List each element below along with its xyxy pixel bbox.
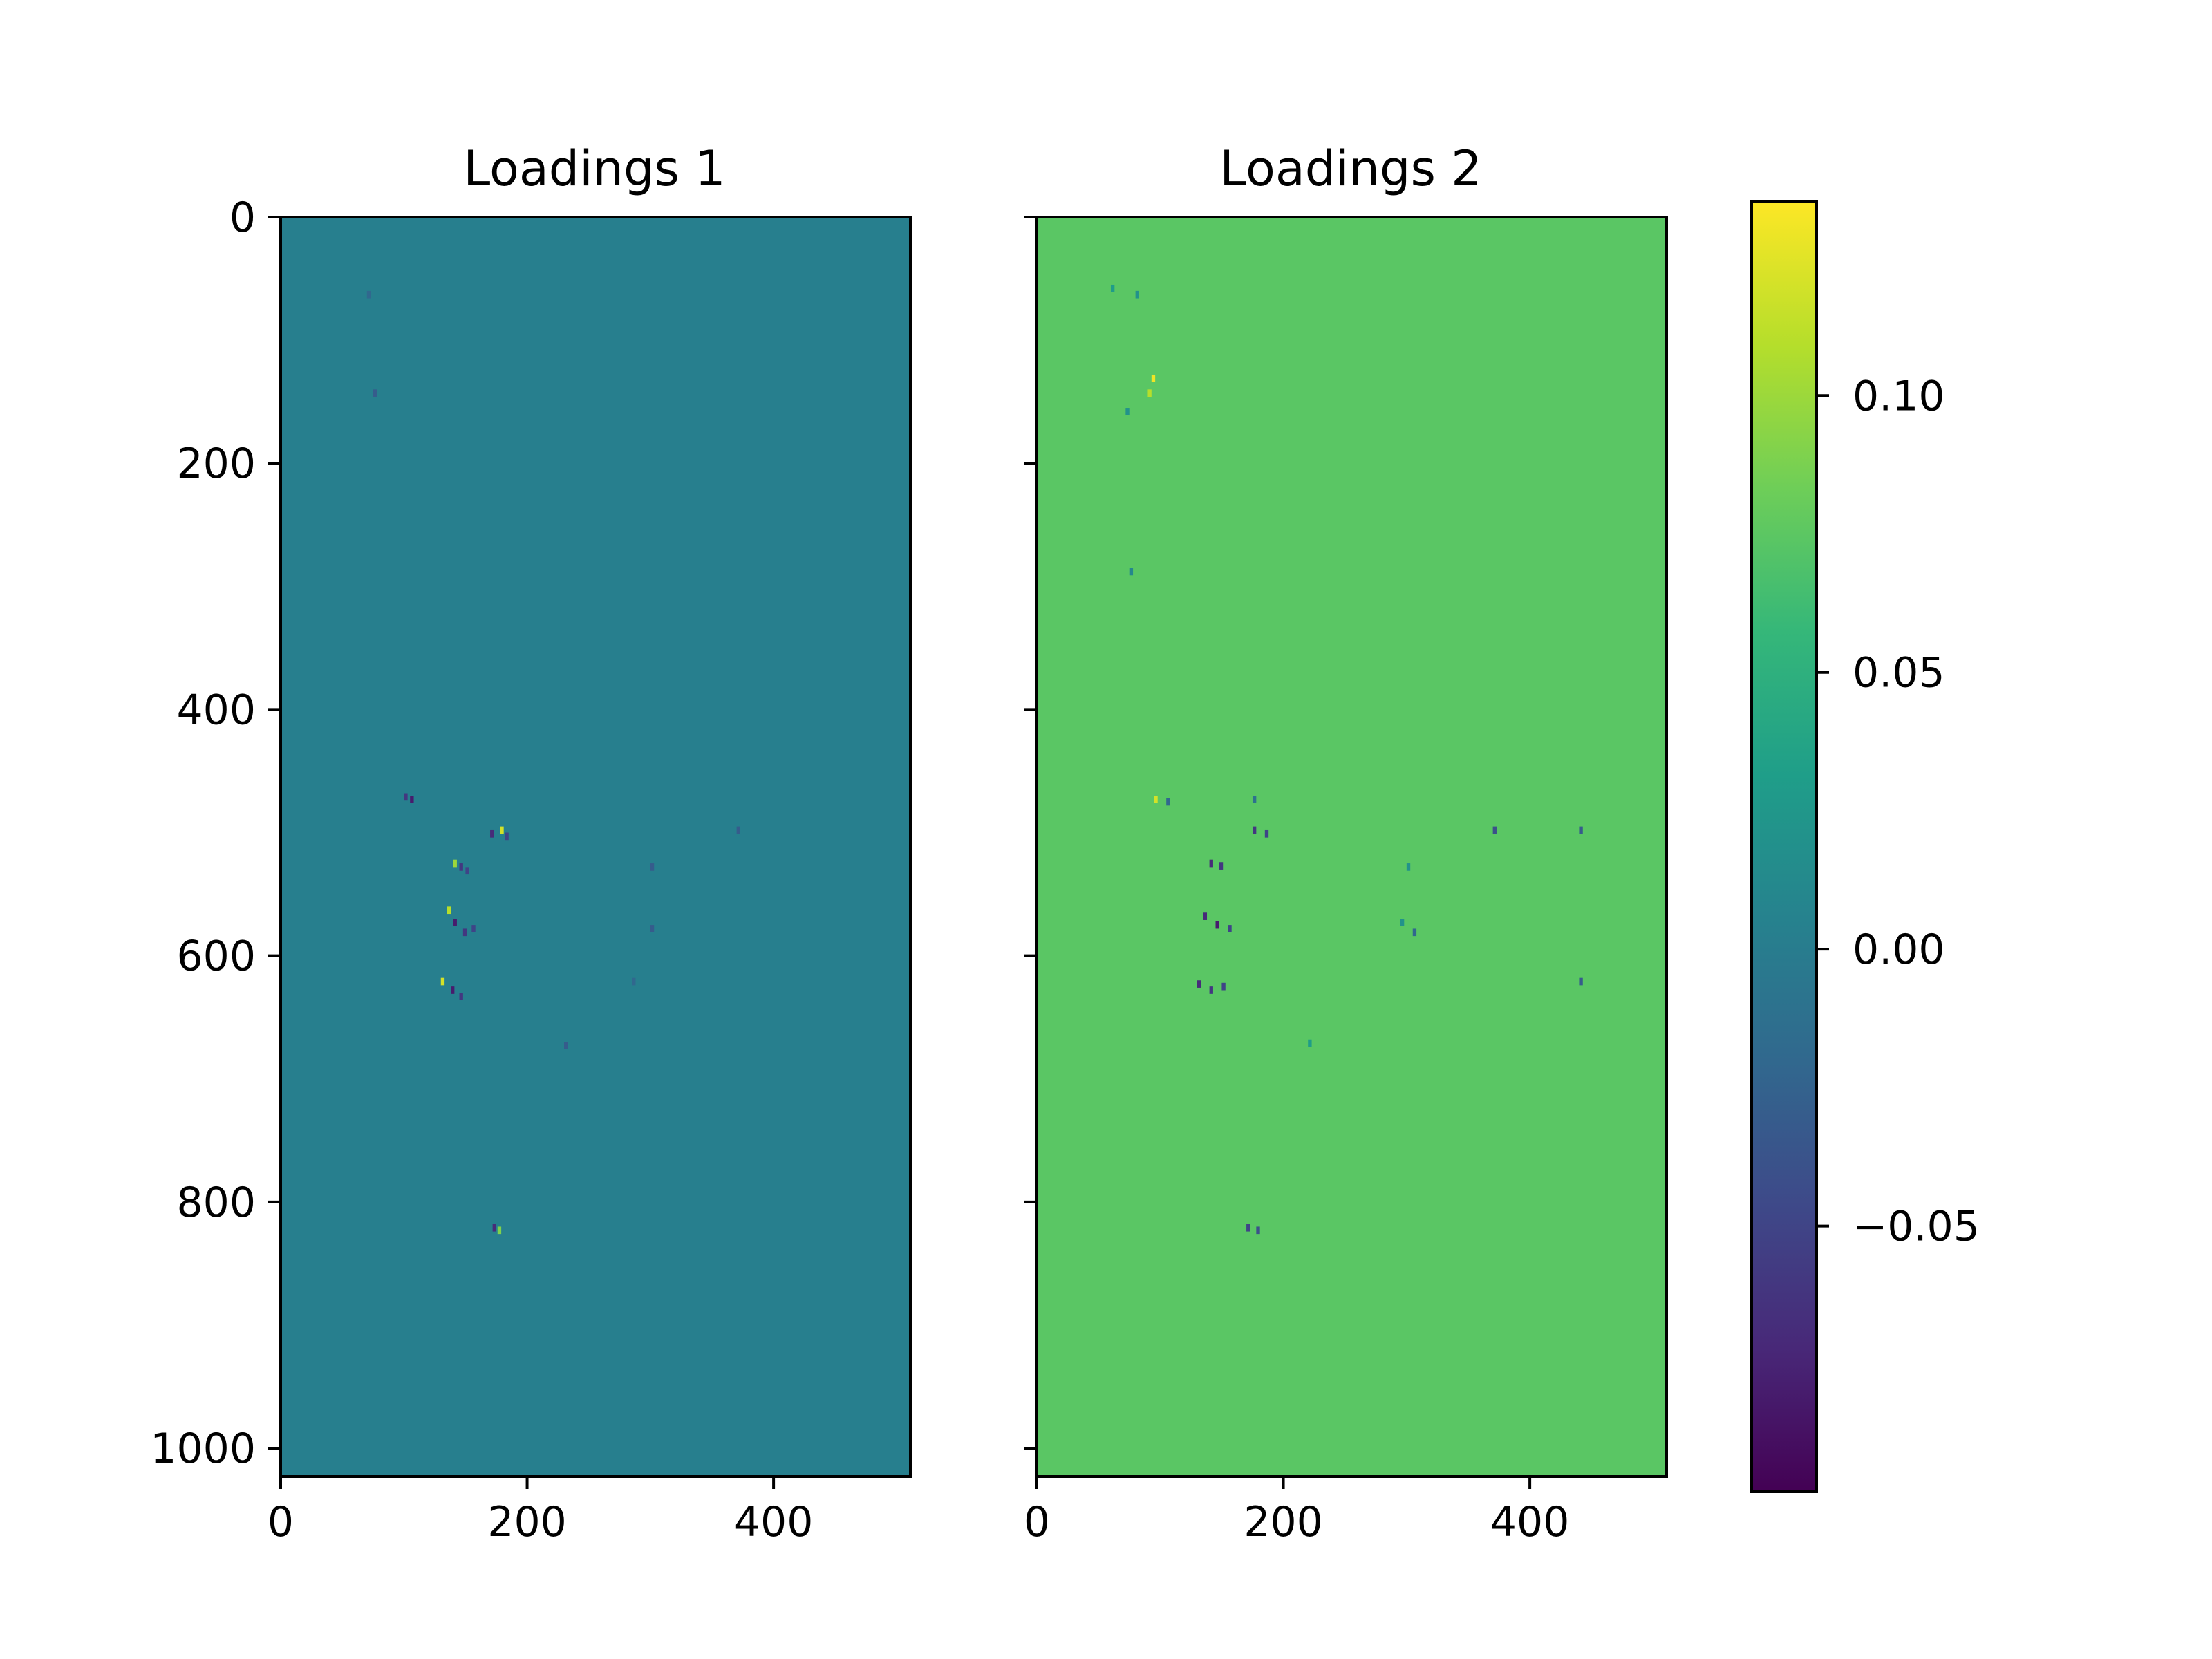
x-axis: 0 200 400 xyxy=(268,1477,813,1546)
heatmap-cell xyxy=(1209,986,1213,994)
heatmap-cell xyxy=(1125,408,1130,415)
heatmap-cell xyxy=(1246,1224,1250,1232)
heatmap-cell xyxy=(1221,982,1226,991)
heatmap-cell xyxy=(1492,826,1497,834)
heatmap-cell xyxy=(1400,919,1405,926)
y-tick-label: 200 xyxy=(176,440,256,488)
heatmap-cell xyxy=(490,830,494,838)
heatmap-cell xyxy=(451,986,455,994)
x-tick-label: 0 xyxy=(1024,1498,1050,1546)
axes-frame xyxy=(279,216,912,1478)
heatmap-cell xyxy=(736,826,740,834)
heatmap-cell xyxy=(453,859,457,868)
heatmap-cell xyxy=(1256,1226,1260,1235)
heatmap-panel-loadings-1: Loadings 1 0 200 400 0 200 400 600 800 1000 xyxy=(150,140,912,1546)
colorbar-tick-label: −0.05 xyxy=(1853,1203,1980,1251)
x-tick-label: 200 xyxy=(487,1498,567,1546)
heatmap-cell xyxy=(1228,925,1232,932)
heatmap-cell xyxy=(404,793,408,801)
heatmap-cell xyxy=(373,389,377,397)
heatmap-cell xyxy=(1203,912,1208,920)
heatmap-panel-loadings-2: Loadings 2 0 200 400 xyxy=(1024,140,1668,1546)
heatmap-cell xyxy=(492,1224,496,1232)
heatmap-cell xyxy=(465,867,469,875)
heatmap-cell xyxy=(459,993,463,1000)
heatmap-cell xyxy=(1151,374,1156,382)
heatmap-cell xyxy=(1412,928,1417,937)
heatmap-cell xyxy=(500,826,504,834)
heatmap-cell xyxy=(459,863,463,871)
heatmap-cell xyxy=(1219,862,1224,870)
colorbar-tick-label: 0.00 xyxy=(1853,926,1945,974)
colorbar-gradient xyxy=(1752,202,1817,1492)
heatmap-cell xyxy=(1308,1039,1312,1047)
heatmap-cell xyxy=(1579,826,1583,834)
heatmap-cell xyxy=(505,832,509,841)
heatmap-cell xyxy=(1264,830,1269,838)
heatmap-cell xyxy=(1135,290,1139,299)
heatmap-cell xyxy=(366,290,371,299)
colorbar-tick-label: 0.10 xyxy=(1853,372,1945,420)
heatmap-cell xyxy=(410,796,414,803)
heatmap-cell xyxy=(497,1226,502,1235)
heatmap-cell xyxy=(650,925,655,932)
heatmap-cell xyxy=(1579,977,1583,986)
colorbar-tick-label: 0.05 xyxy=(1853,649,1945,697)
y-tick-label: 400 xyxy=(176,686,256,734)
axes-frame xyxy=(1035,216,1668,1478)
x-tick-label: 0 xyxy=(268,1498,294,1546)
heatmap-cell xyxy=(1166,798,1170,806)
heatmap-cell xyxy=(1215,921,1219,929)
y-tick-label: 0 xyxy=(229,194,256,242)
heatmap-cell xyxy=(1406,863,1411,871)
heatmap-cell xyxy=(1147,389,1152,397)
heatmap-cell xyxy=(1252,796,1257,803)
x-tick-label: 200 xyxy=(1244,1498,1323,1546)
colorbar-frame xyxy=(1750,200,1818,1493)
heatmap-cell xyxy=(1154,796,1158,803)
y-axis xyxy=(1024,216,1037,1450)
heatmap-background xyxy=(281,217,910,1477)
y-axis: 0 200 400 600 800 1000 xyxy=(150,194,281,1473)
heatmap-cell xyxy=(650,863,655,871)
y-tick-label: 800 xyxy=(176,1179,256,1227)
heatmap-cell xyxy=(447,906,451,915)
panel-title-loadings-1: Loadings 1 xyxy=(463,140,725,197)
x-tick-label: 400 xyxy=(734,1498,814,1546)
heatmap-cell xyxy=(462,928,467,937)
y-tick-label: 1000 xyxy=(150,1425,256,1473)
panel-title-loadings-2: Loadings 2 xyxy=(1219,140,1481,197)
x-tick-label: 400 xyxy=(1490,1498,1570,1546)
colorbar: 0.10 0.05 0.00 −0.05 xyxy=(1750,200,1980,1493)
heatmap-features xyxy=(366,290,740,1235)
heatmap-cell xyxy=(453,919,457,926)
heatmap-cell xyxy=(440,977,445,986)
heatmap-cell xyxy=(632,977,636,986)
heatmap-features xyxy=(1110,284,1583,1235)
heatmap-cell xyxy=(1197,980,1201,988)
colorbar-ticks: 0.10 0.05 0.00 −0.05 xyxy=(1817,372,1980,1251)
heatmap-cell xyxy=(564,1042,568,1049)
heatmap-cell xyxy=(471,925,476,932)
heatmap-cell xyxy=(1252,826,1257,834)
heatmap-background xyxy=(1037,217,1667,1477)
heatmap-cell xyxy=(1209,859,1213,868)
x-axis: 0 200 400 xyxy=(1024,1477,1569,1546)
heatmap-cell xyxy=(1129,568,1134,576)
heatmap-cell xyxy=(1110,284,1115,292)
y-tick-label: 600 xyxy=(176,932,256,981)
